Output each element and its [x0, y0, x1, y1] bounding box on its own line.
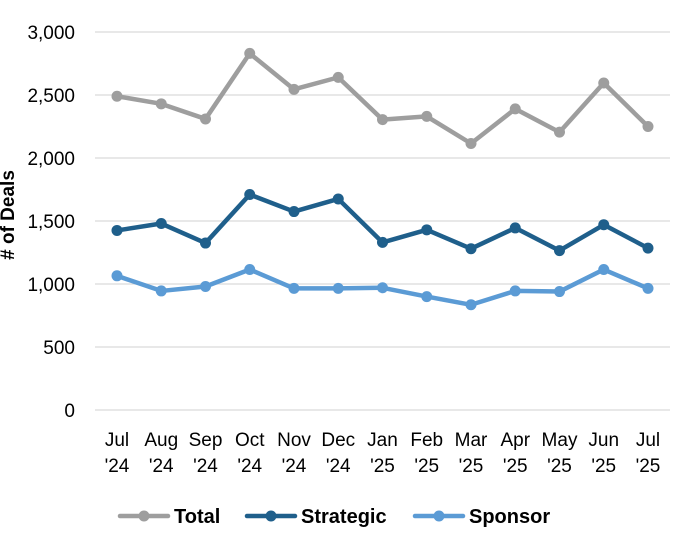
y-tick-label: 3,000 — [27, 23, 75, 44]
series-group — [111, 47, 654, 311]
y-tick-label: 2,500 — [27, 86, 75, 107]
y-tick-label: 500 — [43, 338, 75, 359]
sponsor-point — [155, 285, 167, 297]
sponsor-point — [332, 282, 344, 294]
total-legend-label: Total — [174, 506, 220, 528]
total-legend-marker — [138, 510, 150, 522]
x-tick-month: Aug — [144, 430, 178, 451]
total-point — [111, 90, 123, 102]
legend-item-sponsor: Sponsor — [412, 506, 550, 528]
x-tick-month: Sep — [189, 430, 223, 451]
gridlines — [95, 31, 670, 411]
total-point — [377, 114, 388, 126]
strategic-point — [155, 218, 167, 230]
sponsor-point — [421, 291, 433, 303]
strategic-point — [288, 206, 300, 218]
total-point — [509, 103, 521, 115]
total-point — [421, 110, 433, 122]
total-point — [465, 138, 477, 150]
sponsor-point — [642, 282, 654, 294]
strategic-point — [642, 242, 654, 254]
total-point — [155, 98, 167, 110]
sponsor-point — [244, 264, 256, 276]
sponsor-legend-marker — [433, 510, 445, 522]
x-tick-month: Dec — [321, 430, 355, 451]
series-strategic — [111, 189, 654, 257]
sponsor-point — [200, 281, 211, 293]
x-tick-month: Apr — [500, 430, 530, 451]
strategic-point — [465, 243, 477, 255]
legend: Total Strategic Sponsor — [117, 506, 550, 528]
x-tick-month: Oct — [235, 430, 265, 451]
x-tick-year: '24 — [237, 456, 262, 477]
x-tick-year: '25 — [459, 456, 484, 477]
x-tick-year: '24 — [282, 456, 307, 477]
x-tick-month: Jan — [367, 430, 398, 451]
y-tick-label: 2,000 — [27, 149, 75, 170]
total-point — [598, 77, 610, 89]
strategic-point — [111, 224, 123, 236]
sponsor-point — [465, 299, 477, 311]
x-tick-month: Mar — [455, 430, 488, 451]
sponsor-point — [377, 282, 388, 294]
strategic-point — [421, 224, 433, 236]
strategic-point — [377, 236, 388, 248]
x-tick-year: '24 — [326, 456, 351, 477]
legend-item-total: Total — [117, 506, 220, 528]
strategic-point — [554, 245, 565, 257]
x-tick-month: Jul — [105, 430, 129, 451]
strategic-point — [200, 237, 211, 249]
x-tick-month: Feb — [410, 430, 443, 451]
total-line — [114, 51, 651, 146]
strategic-point — [598, 219, 610, 231]
strategic-point — [244, 189, 256, 201]
sponsor-point — [554, 286, 565, 298]
y-axis-ticks: 0 500 1,000 1,500 2,000 2,500 3,000 — [27, 23, 75, 422]
sponsor-point — [288, 282, 300, 294]
x-tick-year: '25 — [503, 456, 528, 477]
x-tick-year: '25 — [591, 456, 616, 477]
x-tick-month: Jun — [588, 430, 619, 451]
sponsor-legend-label: Sponsor — [469, 506, 550, 528]
x-tick-year: '25 — [370, 456, 395, 477]
x-tick-year: '24 — [105, 456, 130, 477]
total-point — [200, 113, 211, 125]
series-sponsor — [111, 264, 654, 311]
x-tick-year: '25 — [636, 456, 661, 477]
sponsor-point — [111, 270, 123, 282]
legend-item-strategic: Strategic — [244, 506, 387, 528]
strategic-point — [332, 193, 344, 205]
strategic-legend-label: Strategic — [301, 506, 387, 528]
x-tick-year: '25 — [547, 456, 572, 477]
x-tick-month: Jul — [636, 430, 660, 451]
x-axis-ticks: Jul '24 Aug '24 Sep '24 Oct '24 Nov '24 Dec '24 Jan '… — [105, 430, 661, 477]
y-axis-label: # of Deals — [0, 170, 19, 260]
total-point — [288, 83, 300, 95]
x-tick-year: '25 — [414, 456, 439, 477]
strategic-point — [509, 222, 521, 234]
x-tick-month: Nov — [277, 430, 311, 451]
y-tick-label: 1,000 — [27, 275, 75, 296]
y-tick-label: 0 — [64, 401, 75, 422]
x-tick-year: '24 — [193, 456, 218, 477]
x-tick-month: May — [542, 430, 578, 451]
total-point — [642, 121, 654, 132]
total-point — [244, 47, 256, 59]
total-point — [554, 126, 565, 138]
total-point — [332, 71, 344, 83]
series-total — [111, 47, 654, 150]
x-tick-year: '24 — [149, 456, 174, 477]
sponsor-point — [509, 285, 521, 297]
y-tick-label: 1,500 — [27, 212, 75, 233]
sponsor-point — [598, 264, 610, 276]
strategic-legend-marker — [265, 510, 277, 522]
